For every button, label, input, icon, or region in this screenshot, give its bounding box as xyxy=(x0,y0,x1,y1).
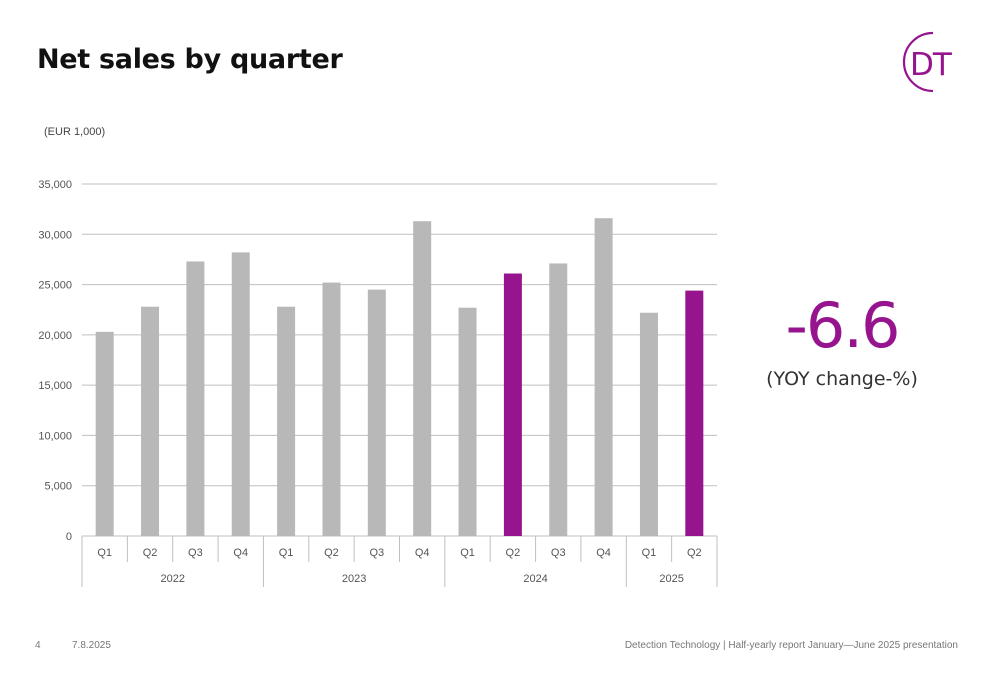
page-number: 4 xyxy=(35,640,41,651)
bar-2024-q4 xyxy=(594,218,613,537)
bar-2024-q3 xyxy=(549,263,568,536)
x-tick-label: Q1 xyxy=(642,547,657,559)
y-tick-label: 25,000 xyxy=(38,280,72,292)
yoy-change-label: (YOY change-%) xyxy=(766,368,918,390)
x-tick-label: Q4 xyxy=(415,547,430,559)
x-tick-label: Q1 xyxy=(279,547,294,559)
bar-2023-q3 xyxy=(367,289,386,536)
dt-logo: DT xyxy=(902,31,954,93)
y-tick-label: 10,000 xyxy=(38,430,72,442)
x-tick-label: Q3 xyxy=(369,547,384,559)
x-tick-label: Q2 xyxy=(143,547,158,559)
bar-2023-q2 xyxy=(322,282,341,536)
year-label: 2022 xyxy=(160,573,184,585)
unit-label: (EUR 1,000) xyxy=(44,126,106,138)
bar-2023-q1 xyxy=(277,306,296,536)
bar-2024-q1 xyxy=(458,307,477,536)
page-title: Net sales by quarter xyxy=(37,44,343,75)
bar-2023-q4 xyxy=(413,221,432,536)
x-tick-label: Q1 xyxy=(460,547,475,559)
year-label: 2024 xyxy=(523,573,547,585)
y-tick-label: 0 xyxy=(66,531,72,543)
bar-2025-q1 xyxy=(639,312,658,536)
y-tick-label: 30,000 xyxy=(38,229,72,241)
x-tick-label: Q2 xyxy=(687,547,702,559)
x-tick-label: Q2 xyxy=(506,547,521,559)
x-tick-label: Q4 xyxy=(233,547,248,559)
bar-2022-q4 xyxy=(231,252,250,537)
year-label: 2025 xyxy=(659,573,683,585)
y-tick-label: 15,000 xyxy=(38,380,72,392)
x-tick-label: Q3 xyxy=(188,547,203,559)
bar-2022-q1 xyxy=(95,331,114,536)
net-sales-bar-chart: 0 5,000 10,000 15,000 20,000 25,000 30,000 35,0… xyxy=(38,179,718,587)
bar-2024-q2 xyxy=(503,273,522,536)
bar-2022-q3 xyxy=(186,261,205,536)
year-label: 2023 xyxy=(342,573,366,585)
logo-text: DT xyxy=(910,47,953,83)
y-tick-label: 35,000 xyxy=(38,179,72,191)
footer-text: Detection Technology | Half-yearly repor… xyxy=(624,640,958,651)
y-tick-label: 20,000 xyxy=(38,330,72,342)
y-tick-label: 5,000 xyxy=(44,481,72,493)
footer-date: 7.8.2025 xyxy=(72,640,111,651)
x-tick-label: Q4 xyxy=(596,547,611,559)
bar-2025-q2 xyxy=(685,290,704,536)
x-tick-label: Q3 xyxy=(551,547,566,559)
bar-2022-q2 xyxy=(141,306,160,536)
yoy-change-value: -6.6 xyxy=(785,289,901,362)
x-tick-label: Q1 xyxy=(97,547,112,559)
x-tick-label: Q2 xyxy=(324,547,339,559)
